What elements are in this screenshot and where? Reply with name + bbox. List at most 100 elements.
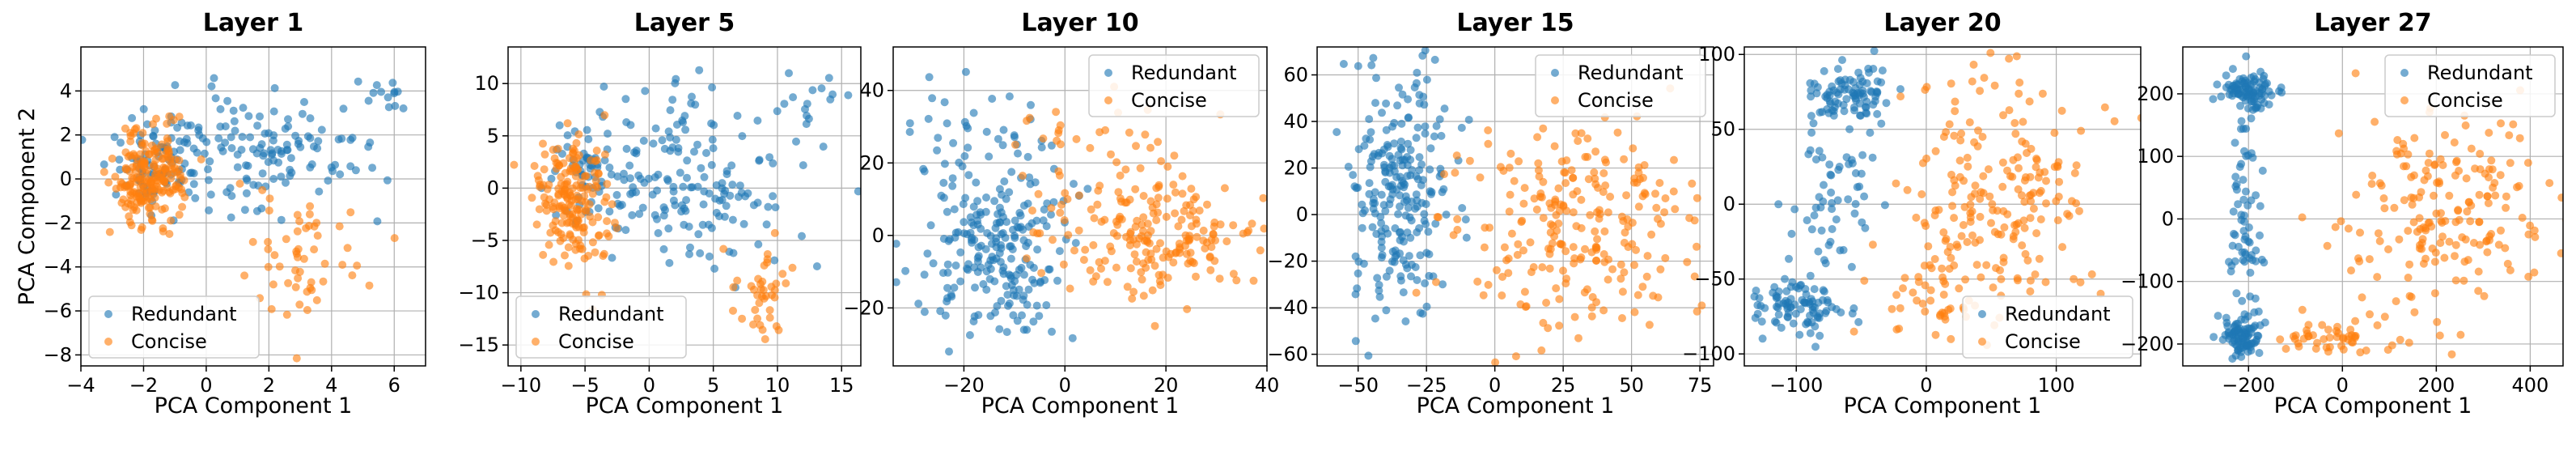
y-tick-label: 0	[60, 168, 72, 190]
data-point	[1068, 334, 1077, 342]
data-point	[1873, 89, 1882, 98]
data-point	[2435, 331, 2444, 340]
data-point	[178, 202, 187, 211]
data-point	[2075, 206, 2083, 215]
data-point	[2437, 209, 2445, 218]
data-point	[1600, 155, 1609, 164]
data-point	[1590, 168, 1599, 176]
data-point	[1870, 47, 1879, 55]
data-point	[1412, 190, 1421, 199]
data-point	[243, 176, 252, 185]
data-point	[718, 196, 727, 204]
data-point	[1861, 103, 1870, 112]
data-point	[1948, 202, 1957, 210]
data-point	[191, 193, 200, 202]
data-point	[1567, 166, 1576, 175]
series-concise	[2276, 69, 2563, 359]
data-point	[1996, 266, 2004, 274]
data-point	[269, 107, 278, 116]
data-point	[2029, 204, 2038, 213]
data-point	[756, 321, 765, 329]
y-tick-label: −5	[471, 229, 499, 252]
data-point	[1811, 342, 1820, 351]
data-point	[1803, 317, 1812, 326]
data-point	[1139, 213, 1148, 222]
data-point	[1005, 242, 1014, 251]
data-point	[163, 137, 172, 146]
data-point	[1502, 256, 1510, 265]
data-point	[555, 121, 564, 130]
data-point	[2354, 254, 2362, 263]
data-point	[2255, 91, 2264, 100]
data-point	[2531, 232, 2540, 241]
data-point	[1434, 213, 1443, 222]
data-point	[125, 151, 134, 160]
data-point	[955, 158, 964, 167]
data-point	[573, 191, 582, 200]
data-point	[2304, 321, 2313, 329]
data-point	[1606, 193, 1615, 201]
data-point	[1955, 156, 1964, 165]
series-concise	[1849, 49, 2141, 350]
y-tick-label: 0	[487, 176, 499, 199]
data-point	[223, 96, 232, 105]
data-point	[240, 271, 249, 280]
data-point	[390, 87, 399, 96]
data-point	[240, 206, 249, 215]
data-point	[919, 164, 928, 173]
data-point	[948, 174, 957, 183]
data-point	[2416, 240, 2424, 249]
data-point	[2392, 297, 2400, 306]
data-point	[654, 229, 663, 237]
data-point	[1401, 317, 1410, 325]
data-point	[2430, 257, 2439, 266]
data-point	[2054, 158, 2063, 167]
data-point	[1390, 161, 1399, 170]
data-point	[1422, 249, 1431, 257]
data-point	[659, 244, 668, 253]
data-point	[1520, 287, 1529, 296]
data-point	[1025, 173, 1034, 182]
data-point	[928, 94, 937, 103]
data-point	[2396, 335, 2404, 344]
data-point	[940, 159, 949, 168]
data-point	[2011, 130, 2020, 138]
data-point	[1404, 95, 1413, 104]
data-point	[1498, 291, 1506, 300]
data-point	[2222, 71, 2231, 80]
data-point	[2400, 196, 2409, 205]
data-point	[2072, 161, 2081, 170]
data-point	[2019, 117, 2027, 126]
data-point	[739, 219, 748, 228]
data-point	[1399, 288, 1408, 297]
y-tick-label: −40	[1267, 296, 1308, 319]
data-point	[1899, 284, 1907, 293]
data-point	[669, 187, 678, 196]
data-point	[1380, 431, 1388, 439]
data-point	[151, 202, 160, 210]
data-point	[1037, 143, 1046, 152]
data-point	[1484, 280, 1493, 289]
legend-marker	[1551, 96, 1559, 104]
data-point	[197, 155, 205, 164]
data-point	[690, 147, 698, 156]
data-point	[2304, 332, 2313, 341]
data-point	[1129, 287, 1138, 296]
data-point	[1938, 308, 1947, 317]
plot-frame	[2182, 46, 2564, 367]
data-point	[1374, 151, 1383, 160]
data-point	[612, 190, 621, 199]
data-point	[1187, 222, 1196, 231]
data-point	[2217, 92, 2226, 101]
data-point	[1921, 307, 1930, 316]
data-point	[1498, 273, 1506, 281]
data-point	[665, 258, 674, 267]
y-axis-label: PCA Component 2	[15, 108, 40, 306]
data-point	[1559, 266, 1567, 275]
data-point	[1559, 201, 1568, 210]
series-redundant	[893, 67, 1092, 356]
data-point	[108, 154, 117, 163]
data-point	[2428, 244, 2437, 253]
